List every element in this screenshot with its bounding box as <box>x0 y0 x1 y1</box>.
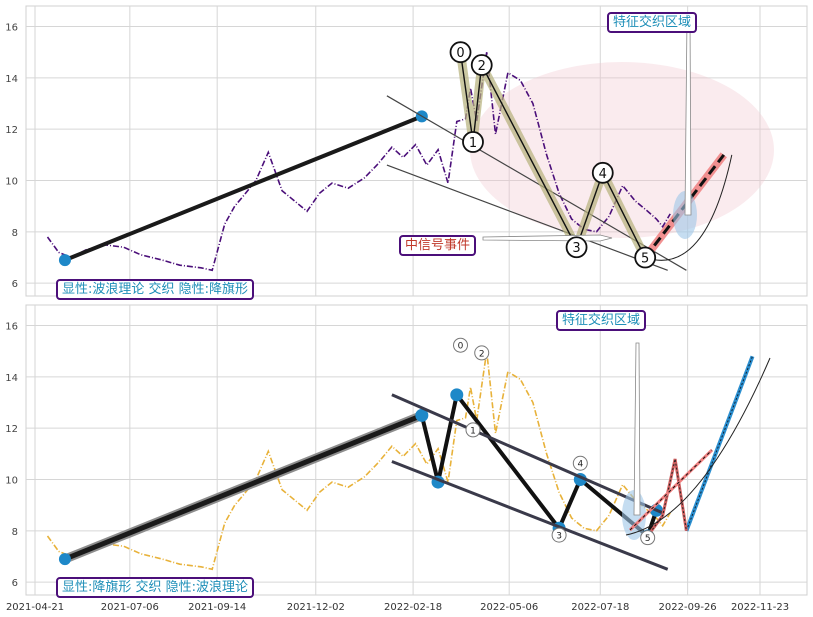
price-series-line <box>46 351 671 571</box>
pattern-label-bottom: 显性:降旗形 交织 隐性:波浪理论 <box>56 577 255 598</box>
trend-line <box>63 413 423 562</box>
channel-upper-line <box>391 393 664 515</box>
wave-line <box>459 52 646 258</box>
plot-area <box>25 304 808 596</box>
projection-red-dots <box>647 458 687 537</box>
feature-zone-label-bottom: 特征交织区域 <box>556 310 647 331</box>
y-tick-label: 10 <box>5 177 18 188</box>
wave-label-3: 3 <box>556 532 562 542</box>
y-tick-label: 6 <box>12 578 18 589</box>
pivot-marker <box>415 408 429 422</box>
wave-label-5: 5 <box>645 534 651 544</box>
x-tick-label: 2022-05-06 <box>480 602 538 613</box>
zone-pointer <box>633 342 641 516</box>
wave-label-circle <box>449 41 472 64</box>
wave-label-circle <box>453 337 469 353</box>
pivot-marker <box>58 553 71 566</box>
wave-label-circle <box>474 345 490 361</box>
wave-label-circle <box>551 527 567 543</box>
x-tick-label: 2022-07-18 <box>571 602 629 613</box>
channel-lower-line <box>386 164 668 271</box>
projection-curve <box>625 357 771 536</box>
pattern-label-top: 显性:波浪理论 交织 隐性:降旗形 <box>56 279 255 300</box>
plot-content: 0 1 2 3 4 5 <box>46 17 774 272</box>
wave-label-circle <box>465 422 481 438</box>
plot-content: 0 1 2 3 4 5 <box>46 337 771 571</box>
x-tick-label: 2021-04-21 <box>6 602 64 613</box>
pivot-marker <box>58 254 71 267</box>
wave-label-0: 0 <box>458 342 464 352</box>
y-tick-label: 8 <box>12 527 18 538</box>
x-tick-label: 2022-09-26 <box>659 602 717 613</box>
y-tick-label: 12 <box>5 424 18 435</box>
projection-dashed <box>629 449 713 531</box>
wave-label-circle <box>640 530 656 546</box>
wave-label-1: 1 <box>470 426 476 436</box>
wave-label-circle <box>591 161 614 184</box>
feature-zone-label-top: 特征交织区域 <box>607 12 698 33</box>
y-tick-label: 14 <box>5 74 18 85</box>
channel-lower-line <box>391 460 669 571</box>
wave-label-5: 5 <box>641 252 649 267</box>
wave-label-4: 4 <box>577 460 583 470</box>
x-tick-label: 2021-12-02 <box>287 602 345 613</box>
wave-label-3: 3 <box>572 241 580 256</box>
projection-curve <box>645 154 733 261</box>
x-tick-label: 2021-07-06 <box>101 602 159 613</box>
y-tick-label: 16 <box>5 23 18 34</box>
projection-blue-dots <box>685 356 753 531</box>
wave-label-circle <box>634 246 657 269</box>
y-tick-label: 12 <box>5 125 18 136</box>
wave-label-1: 1 <box>469 136 477 151</box>
signal-event-label: 中信号事件 <box>399 235 477 256</box>
wave-label-2: 2 <box>478 59 486 74</box>
wave-label-circle <box>572 455 588 471</box>
x-tick-label: 2022-11-23 <box>731 602 789 613</box>
x-tick-label: 2022-02-18 <box>384 602 442 613</box>
x-tick-label: 2021-09-14 <box>188 602 246 613</box>
trend-line <box>64 114 423 262</box>
y-tick-label: 16 <box>5 322 18 333</box>
y-tick-label: 10 <box>5 476 18 487</box>
wave-label-2: 2 <box>479 349 485 359</box>
y-tick-label: 6 <box>12 279 18 290</box>
y-tick-label: 8 <box>12 228 18 239</box>
pivot-marker <box>450 388 464 402</box>
wave-label-circle <box>462 131 484 153</box>
wave-label-circle <box>565 236 588 259</box>
wave-label-4: 4 <box>599 167 607 182</box>
y-tick-label: 14 <box>5 373 18 384</box>
wave-label-circle <box>470 54 493 76</box>
wave-label-0: 0 <box>456 46 464 61</box>
